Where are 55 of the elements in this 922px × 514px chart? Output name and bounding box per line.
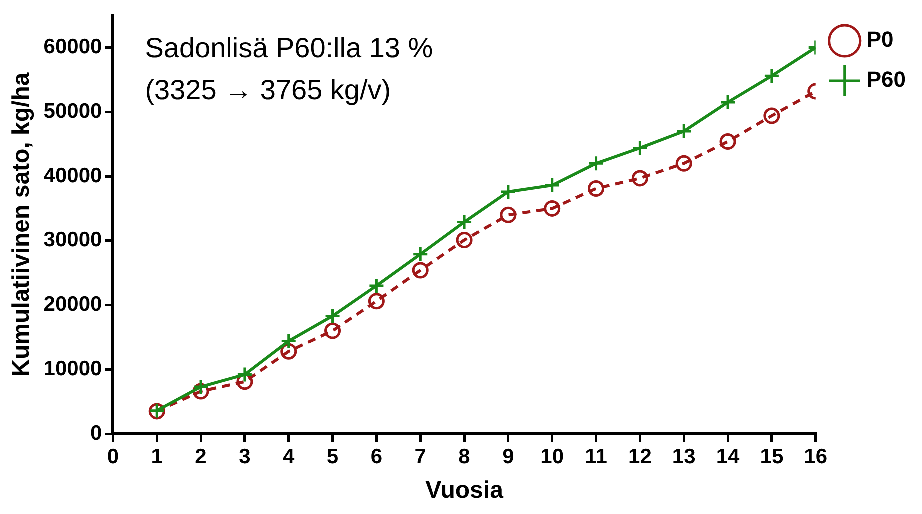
y-tick-label: 60000	[44, 36, 102, 59]
x-tick-label: 14	[716, 445, 740, 468]
point	[544, 177, 561, 194]
x-axis-title: Vuosia	[426, 477, 504, 504]
x-tick-label: 6	[370, 445, 383, 468]
point	[236, 366, 254, 384]
point	[368, 293, 385, 310]
point	[456, 214, 473, 230]
x-tick-label: 15	[760, 445, 784, 468]
point	[456, 232, 473, 248]
point	[588, 155, 605, 172]
point	[764, 68, 780, 84]
x-tick-label: 1	[151, 445, 164, 468]
point	[412, 246, 429, 263]
point	[676, 123, 692, 140]
x-tick-label: 5	[326, 445, 339, 468]
x-tick-label: 12	[628, 445, 652, 468]
y-tick-label: 20000	[44, 293, 102, 316]
point	[192, 378, 210, 396]
point	[676, 155, 692, 172]
x-tick-label: 16	[804, 445, 828, 468]
point	[500, 206, 517, 224]
legend-label: P0	[866, 27, 894, 52]
point	[764, 108, 780, 124]
x-tick-label: 4	[283, 445, 296, 468]
x-tick-label: 0	[107, 445, 120, 468]
legend-label: P60	[866, 67, 906, 92]
point	[720, 94, 736, 111]
y-tick-label: 40000	[44, 164, 102, 188]
y-tick-label: 50000	[44, 100, 102, 123]
x-tick-label: 7	[414, 445, 426, 468]
point	[324, 322, 342, 340]
point	[720, 134, 736, 150]
x-tick-label: 13	[672, 445, 696, 468]
point	[588, 180, 605, 198]
y-tick-label: 0	[90, 422, 102, 445]
x-tick-label: 9	[502, 445, 514, 468]
x-tick-label: 2	[195, 445, 207, 468]
point	[632, 170, 648, 187]
y-axis-title: Kumulatiivinen sato, kg/ha	[8, 72, 36, 377]
point	[368, 278, 385, 294]
point	[280, 333, 298, 350]
point	[500, 184, 517, 200]
annotation: (3325 → 3765 kg/v)	[145, 74, 392, 106]
annotation: Sadonlisä P60:lla 13 %	[145, 32, 434, 64]
x-tick-label: 11	[585, 445, 608, 468]
point	[412, 262, 429, 279]
x-tick-label: 3	[239, 445, 251, 468]
x-tick-label: 8	[458, 445, 471, 468]
y-tick-label: 10000	[44, 357, 102, 380]
y-tick-label: 30000	[44, 228, 102, 252]
point	[544, 200, 561, 217]
point	[632, 140, 648, 156]
point	[324, 308, 342, 324]
x-tick-label: 10	[540, 445, 564, 468]
